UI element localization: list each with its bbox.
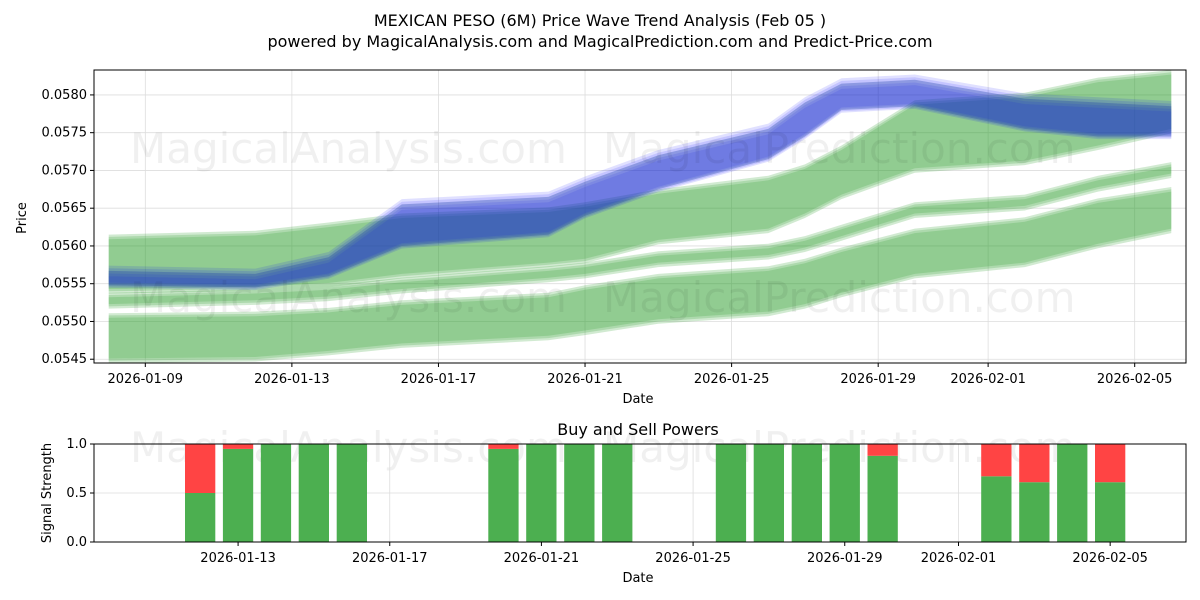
buy-bar	[1095, 482, 1126, 542]
sell-bar	[222, 444, 254, 449]
power-y-tick-label: 1.0	[66, 437, 87, 452]
sell-bar	[185, 444, 216, 493]
power-x-label: Date	[622, 571, 653, 586]
price-y-tick-label: 0.0580	[42, 88, 88, 103]
power-y-tick-label: 0.5	[66, 486, 87, 501]
green-bands	[108, 70, 1172, 363]
price-y-tick-label: 0.0570	[42, 163, 88, 178]
watermark-prediction-2: MagicalPrediction.com	[603, 273, 1076, 322]
price-y-tick-label: 0.0545	[42, 352, 88, 367]
power-y-ticks: 0.0 0.5 1.0	[66, 437, 94, 550]
buy-bar	[753, 444, 784, 542]
buy-bar	[298, 444, 329, 542]
price-y-tick-label: 0.0560	[42, 239, 88, 254]
buy-bar	[867, 455, 898, 542]
price-grid	[94, 70, 1186, 363]
green-band-2-layer	[108, 191, 1172, 359]
price-x-tick-label: 2026-01-13	[254, 372, 330, 387]
power-x-tick-label: 2026-01-13	[200, 551, 276, 566]
buy-bar	[602, 444, 633, 542]
buy-bar	[564, 444, 595, 542]
blue-band-layer	[108, 79, 1172, 288]
price-plot-frame	[93, 69, 1187, 364]
buy-bar	[715, 444, 747, 542]
buy-bar	[336, 444, 367, 542]
buy-bar	[488, 448, 519, 542]
chart-subtitle: powered by MagicalAnalysis.com and Magic…	[267, 32, 932, 51]
buy-bar	[260, 444, 292, 542]
power-y-label: Signal Strength	[40, 443, 55, 543]
buy-bar	[526, 444, 557, 542]
watermark-prediction: MagicalPrediction.com	[603, 124, 1076, 173]
power-chart-title: Buy and Sell Powers	[557, 420, 719, 439]
sell-bar	[1019, 444, 1050, 483]
price-y-tick-label: 0.0550	[42, 314, 88, 329]
green-band-0-layer	[108, 74, 1172, 289]
green-band-1-layer	[108, 162, 1172, 309]
sell-bar	[1095, 444, 1126, 483]
price-x-tick-label: 2026-01-25	[694, 372, 770, 387]
power-x-tick-label: 2026-02-01	[921, 551, 997, 566]
buy-bar	[829, 444, 860, 542]
watermark-analysis-2: MagicalAnalysis.com	[130, 273, 567, 322]
buy-bar	[1019, 482, 1050, 542]
price-y-tick-label: 0.0575	[42, 126, 88, 141]
green-band-2-layer	[108, 189, 1172, 361]
power-x-tick-label: 2026-02-05	[1072, 551, 1148, 566]
buy-bar	[185, 493, 216, 542]
price-x-tick-label: 2026-01-29	[840, 372, 916, 387]
buy-bar	[981, 476, 1012, 542]
power-x-tick-label: 2026-01-17	[352, 551, 428, 566]
green-band-0-layer	[108, 70, 1172, 294]
green-band-2-layer	[108, 187, 1172, 363]
price-y-ticks: 0.0545 0.0550 0.0555 0.0560 0.0565 0.0570 0.05…	[42, 88, 94, 367]
blue-band-layer	[108, 82, 1172, 287]
power-x-tick-label: 2026-01-25	[655, 551, 731, 566]
blue-band-layer	[108, 74, 1172, 291]
chart-title: MEXICAN PESO (6M) Price Wave Trend Analy…	[374, 11, 826, 30]
blue-price-wave	[108, 74, 1172, 291]
blue-band-core	[108, 79, 1172, 288]
price-x-tick-label: 2026-02-01	[950, 372, 1026, 387]
price-x-tick-label: 2026-01-21	[547, 372, 623, 387]
price-y-tick-label: 0.0555	[42, 277, 88, 292]
buy-bar	[791, 444, 822, 542]
green-band-0-layer	[108, 72, 1172, 292]
buy-bar	[222, 448, 254, 542]
price-x-tick-label: 2026-01-09	[108, 372, 184, 387]
power-y-tick-label: 0.0	[66, 535, 87, 550]
price-y-label: Price	[15, 202, 30, 234]
watermark-analysis: MagicalAnalysis.com	[130, 124, 567, 173]
price-x-tick-label: 2026-02-05	[1097, 372, 1173, 387]
power-bars	[185, 444, 1126, 542]
price-x-ticks: 2026-01-09 2026-01-13 2026-01-17 2026-01-21…	[108, 363, 1173, 387]
sell-bar	[867, 444, 898, 456]
power-x-tick-label: 2026-01-21	[504, 551, 580, 566]
power-x-ticks: 2026-01-13 2026-01-17 2026-01-21 2026-01-25…	[200, 542, 1148, 566]
price-y-tick-label: 0.0565	[42, 201, 88, 216]
blue-band-layer	[108, 85, 1172, 285]
sell-bar	[488, 444, 519, 449]
price-x-label: Date	[622, 392, 653, 407]
blue-band-layer	[108, 77, 1172, 289]
price-x-tick-label: 2026-01-17	[401, 372, 477, 387]
buy-bar	[1057, 444, 1088, 542]
sell-bar	[981, 444, 1012, 477]
power-x-tick-label: 2026-01-29	[807, 551, 883, 566]
